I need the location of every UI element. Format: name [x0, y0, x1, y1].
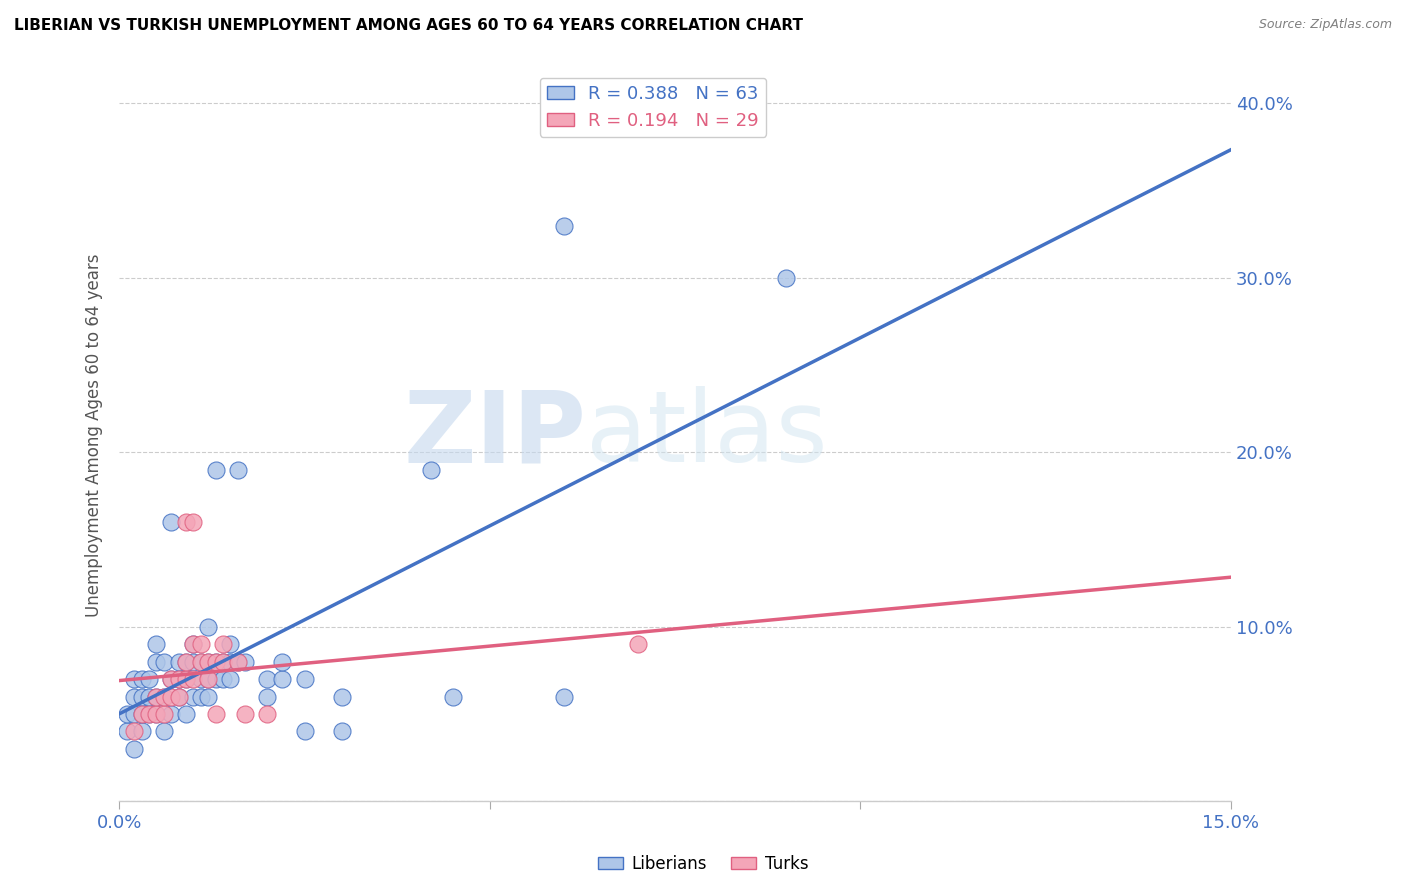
Point — [190, 637, 212, 651]
Point — [219, 655, 242, 669]
Point — [160, 672, 183, 686]
Point — [152, 706, 174, 721]
Point — [183, 672, 205, 686]
Point — [553, 219, 575, 233]
Point — [167, 672, 190, 686]
Point — [145, 690, 167, 704]
Point — [204, 706, 226, 721]
Point — [183, 690, 205, 704]
Point — [256, 672, 278, 686]
Point — [174, 672, 197, 686]
Point — [167, 655, 190, 669]
Point — [190, 655, 212, 669]
Point — [174, 655, 197, 669]
Point — [553, 690, 575, 704]
Point — [294, 672, 316, 686]
Point — [160, 706, 183, 721]
Point — [197, 620, 219, 634]
Point — [212, 655, 235, 669]
Point — [204, 655, 226, 669]
Point — [160, 672, 183, 686]
Point — [212, 655, 235, 669]
Text: Source: ZipAtlas.com: Source: ZipAtlas.com — [1258, 18, 1392, 31]
Point — [152, 724, 174, 739]
Point — [330, 724, 353, 739]
Point — [256, 706, 278, 721]
Point — [131, 706, 153, 721]
Point — [627, 637, 650, 651]
Point — [138, 690, 160, 704]
Point — [160, 690, 183, 704]
Point — [204, 463, 226, 477]
Point — [160, 515, 183, 529]
Point — [204, 672, 226, 686]
Point — [197, 655, 219, 669]
Point — [197, 655, 219, 669]
Point — [204, 655, 226, 669]
Point — [226, 463, 249, 477]
Text: LIBERIAN VS TURKISH UNEMPLOYMENT AMONG AGES 60 TO 64 YEARS CORRELATION CHART: LIBERIAN VS TURKISH UNEMPLOYMENT AMONG A… — [14, 18, 803, 33]
Point — [197, 672, 219, 686]
Point — [197, 672, 219, 686]
Text: atlas: atlas — [586, 386, 828, 483]
Point — [145, 655, 167, 669]
Point — [219, 637, 242, 651]
Point — [226, 655, 249, 669]
Point — [131, 724, 153, 739]
Point — [419, 463, 441, 477]
Point — [115, 706, 138, 721]
Point — [122, 672, 145, 686]
Point — [138, 706, 160, 721]
Point — [131, 672, 153, 686]
Point — [167, 690, 190, 704]
Point — [145, 706, 167, 721]
Point — [183, 637, 205, 651]
Text: ZIP: ZIP — [404, 386, 586, 483]
Point — [233, 706, 256, 721]
Point — [183, 515, 205, 529]
Point — [233, 655, 256, 669]
Point — [131, 690, 153, 704]
Y-axis label: Unemployment Among Ages 60 to 64 years: Unemployment Among Ages 60 to 64 years — [86, 253, 103, 616]
Point — [122, 690, 145, 704]
Point — [219, 672, 242, 686]
Point — [138, 706, 160, 721]
Point — [212, 672, 235, 686]
Point — [441, 690, 464, 704]
Point — [174, 706, 197, 721]
Point — [152, 655, 174, 669]
Point — [152, 690, 174, 704]
Point — [271, 672, 294, 686]
Point — [256, 690, 278, 704]
Point — [167, 672, 190, 686]
Point — [294, 724, 316, 739]
Point — [174, 515, 197, 529]
Point — [183, 637, 205, 651]
Point — [145, 690, 167, 704]
Point — [174, 672, 197, 686]
Point — [190, 655, 212, 669]
Point — [174, 655, 197, 669]
Point — [122, 742, 145, 756]
Point — [115, 724, 138, 739]
Point — [197, 690, 219, 704]
Point — [145, 637, 167, 651]
Point — [226, 655, 249, 669]
Point — [138, 672, 160, 686]
Point — [152, 690, 174, 704]
Point — [190, 690, 212, 704]
Point — [775, 271, 797, 285]
Point — [122, 724, 145, 739]
Point — [190, 672, 212, 686]
Point — [145, 706, 167, 721]
Point — [212, 637, 235, 651]
Point — [131, 706, 153, 721]
Legend: R = 0.388   N = 63, R = 0.194   N = 29: R = 0.388 N = 63, R = 0.194 N = 29 — [540, 78, 766, 137]
Point — [271, 655, 294, 669]
Point — [183, 655, 205, 669]
Point — [167, 690, 190, 704]
Legend: Liberians, Turks: Liberians, Turks — [591, 848, 815, 880]
Point — [330, 690, 353, 704]
Point — [122, 706, 145, 721]
